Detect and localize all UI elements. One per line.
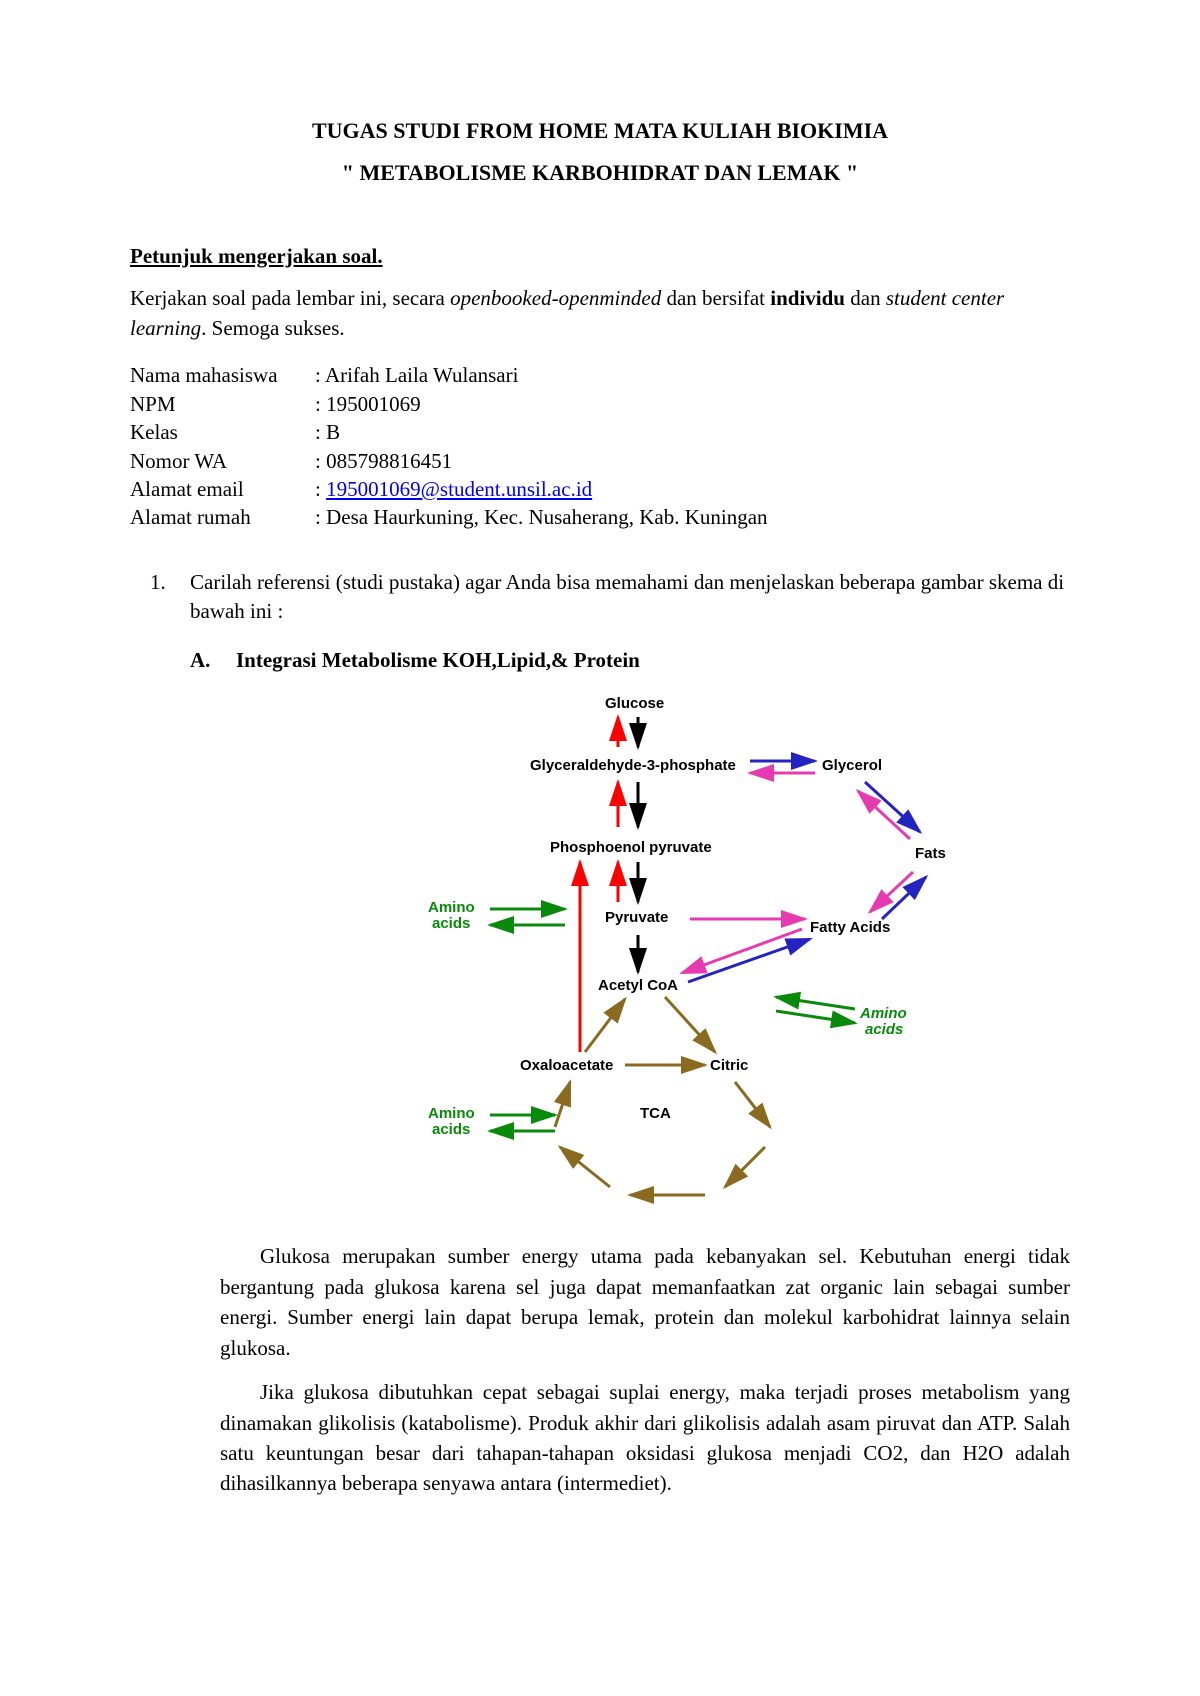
email-link[interactable]: 195001069@student.unsil.ac.id: [326, 477, 592, 501]
paragraph-2: Jika glukosa dibutuhkan cepat sebagai su…: [220, 1377, 1070, 1499]
label-glycerol: Glycerol: [822, 757, 882, 774]
info-row-kelas: Kelas : B: [130, 418, 1070, 446]
question-number: 1.: [130, 568, 190, 627]
label-acids1: acids: [432, 915, 470, 932]
metabolism-diagram: Glucose Glyceraldehyde-3-phosphate Glyce…: [410, 687, 970, 1217]
title-line-1: TUGAS STUDI FROM HOME MATA KULIAH BIOKIM…: [130, 110, 1070, 152]
paragraph-1: Glukosa merupakan sumber energy utama pa…: [220, 1241, 1070, 1363]
question-text: Carilah referensi (studi pustaka) agar A…: [190, 568, 1070, 627]
instructions-text: Kerjakan soal pada lembar ini, secara op…: [130, 283, 1070, 344]
subheading-a: A.Integrasi Metabolisme KOH,Lipid,& Prot…: [190, 648, 1070, 673]
question-1: 1. Carilah referensi (studi pustaka) aga…: [130, 568, 1070, 627]
label-fats: Fats: [915, 845, 946, 862]
label-acetyl: Acetyl CoA: [598, 977, 678, 994]
page: TUGAS STUDI FROM HOME MATA KULIAH BIOKIM…: [0, 0, 1200, 1696]
label-amino3: Amino: [428, 1105, 475, 1122]
page-title: TUGAS STUDI FROM HOME MATA KULIAH BIOKIM…: [130, 110, 1070, 194]
label-acids2: acids: [865, 1021, 903, 1038]
info-row-email: Alamat email : 195001069@student.unsil.a…: [130, 475, 1070, 503]
title-line-2: " METABOLISME KARBOHIDRAT DAN LEMAK ": [130, 152, 1070, 194]
student-info: Nama mahasiswa : Arifah Laila Wulansari …: [130, 361, 1070, 531]
info-row-wa: Nomor WA : 085798816451: [130, 447, 1070, 475]
label-fattyacids: Fatty Acids: [810, 919, 890, 936]
label-g3p: Glyceraldehyde-3-phosphate: [530, 757, 736, 774]
info-row-addr: Alamat rumah : Desa Haurkuning, Kec. Nus…: [130, 503, 1070, 531]
label-pyruvate: Pyruvate: [605, 909, 668, 926]
label-amino1: Amino: [428, 899, 475, 916]
info-row-name: Nama mahasiswa : Arifah Laila Wulansari: [130, 361, 1070, 389]
label-acids3: acids: [432, 1121, 470, 1138]
label-citric: Citric: [710, 1057, 748, 1074]
label-pep: Phosphoenol pyruvate: [550, 839, 712, 856]
section-heading: Petunjuk mengerjakan soal.: [130, 244, 1070, 269]
label-amino2: Amino: [860, 1005, 907, 1022]
label-tca: TCA: [640, 1105, 671, 1122]
label-glucose: Glucose: [605, 695, 664, 712]
info-row-npm: NPM : 195001069: [130, 390, 1070, 418]
label-oxalo: Oxaloacetate: [520, 1057, 613, 1074]
